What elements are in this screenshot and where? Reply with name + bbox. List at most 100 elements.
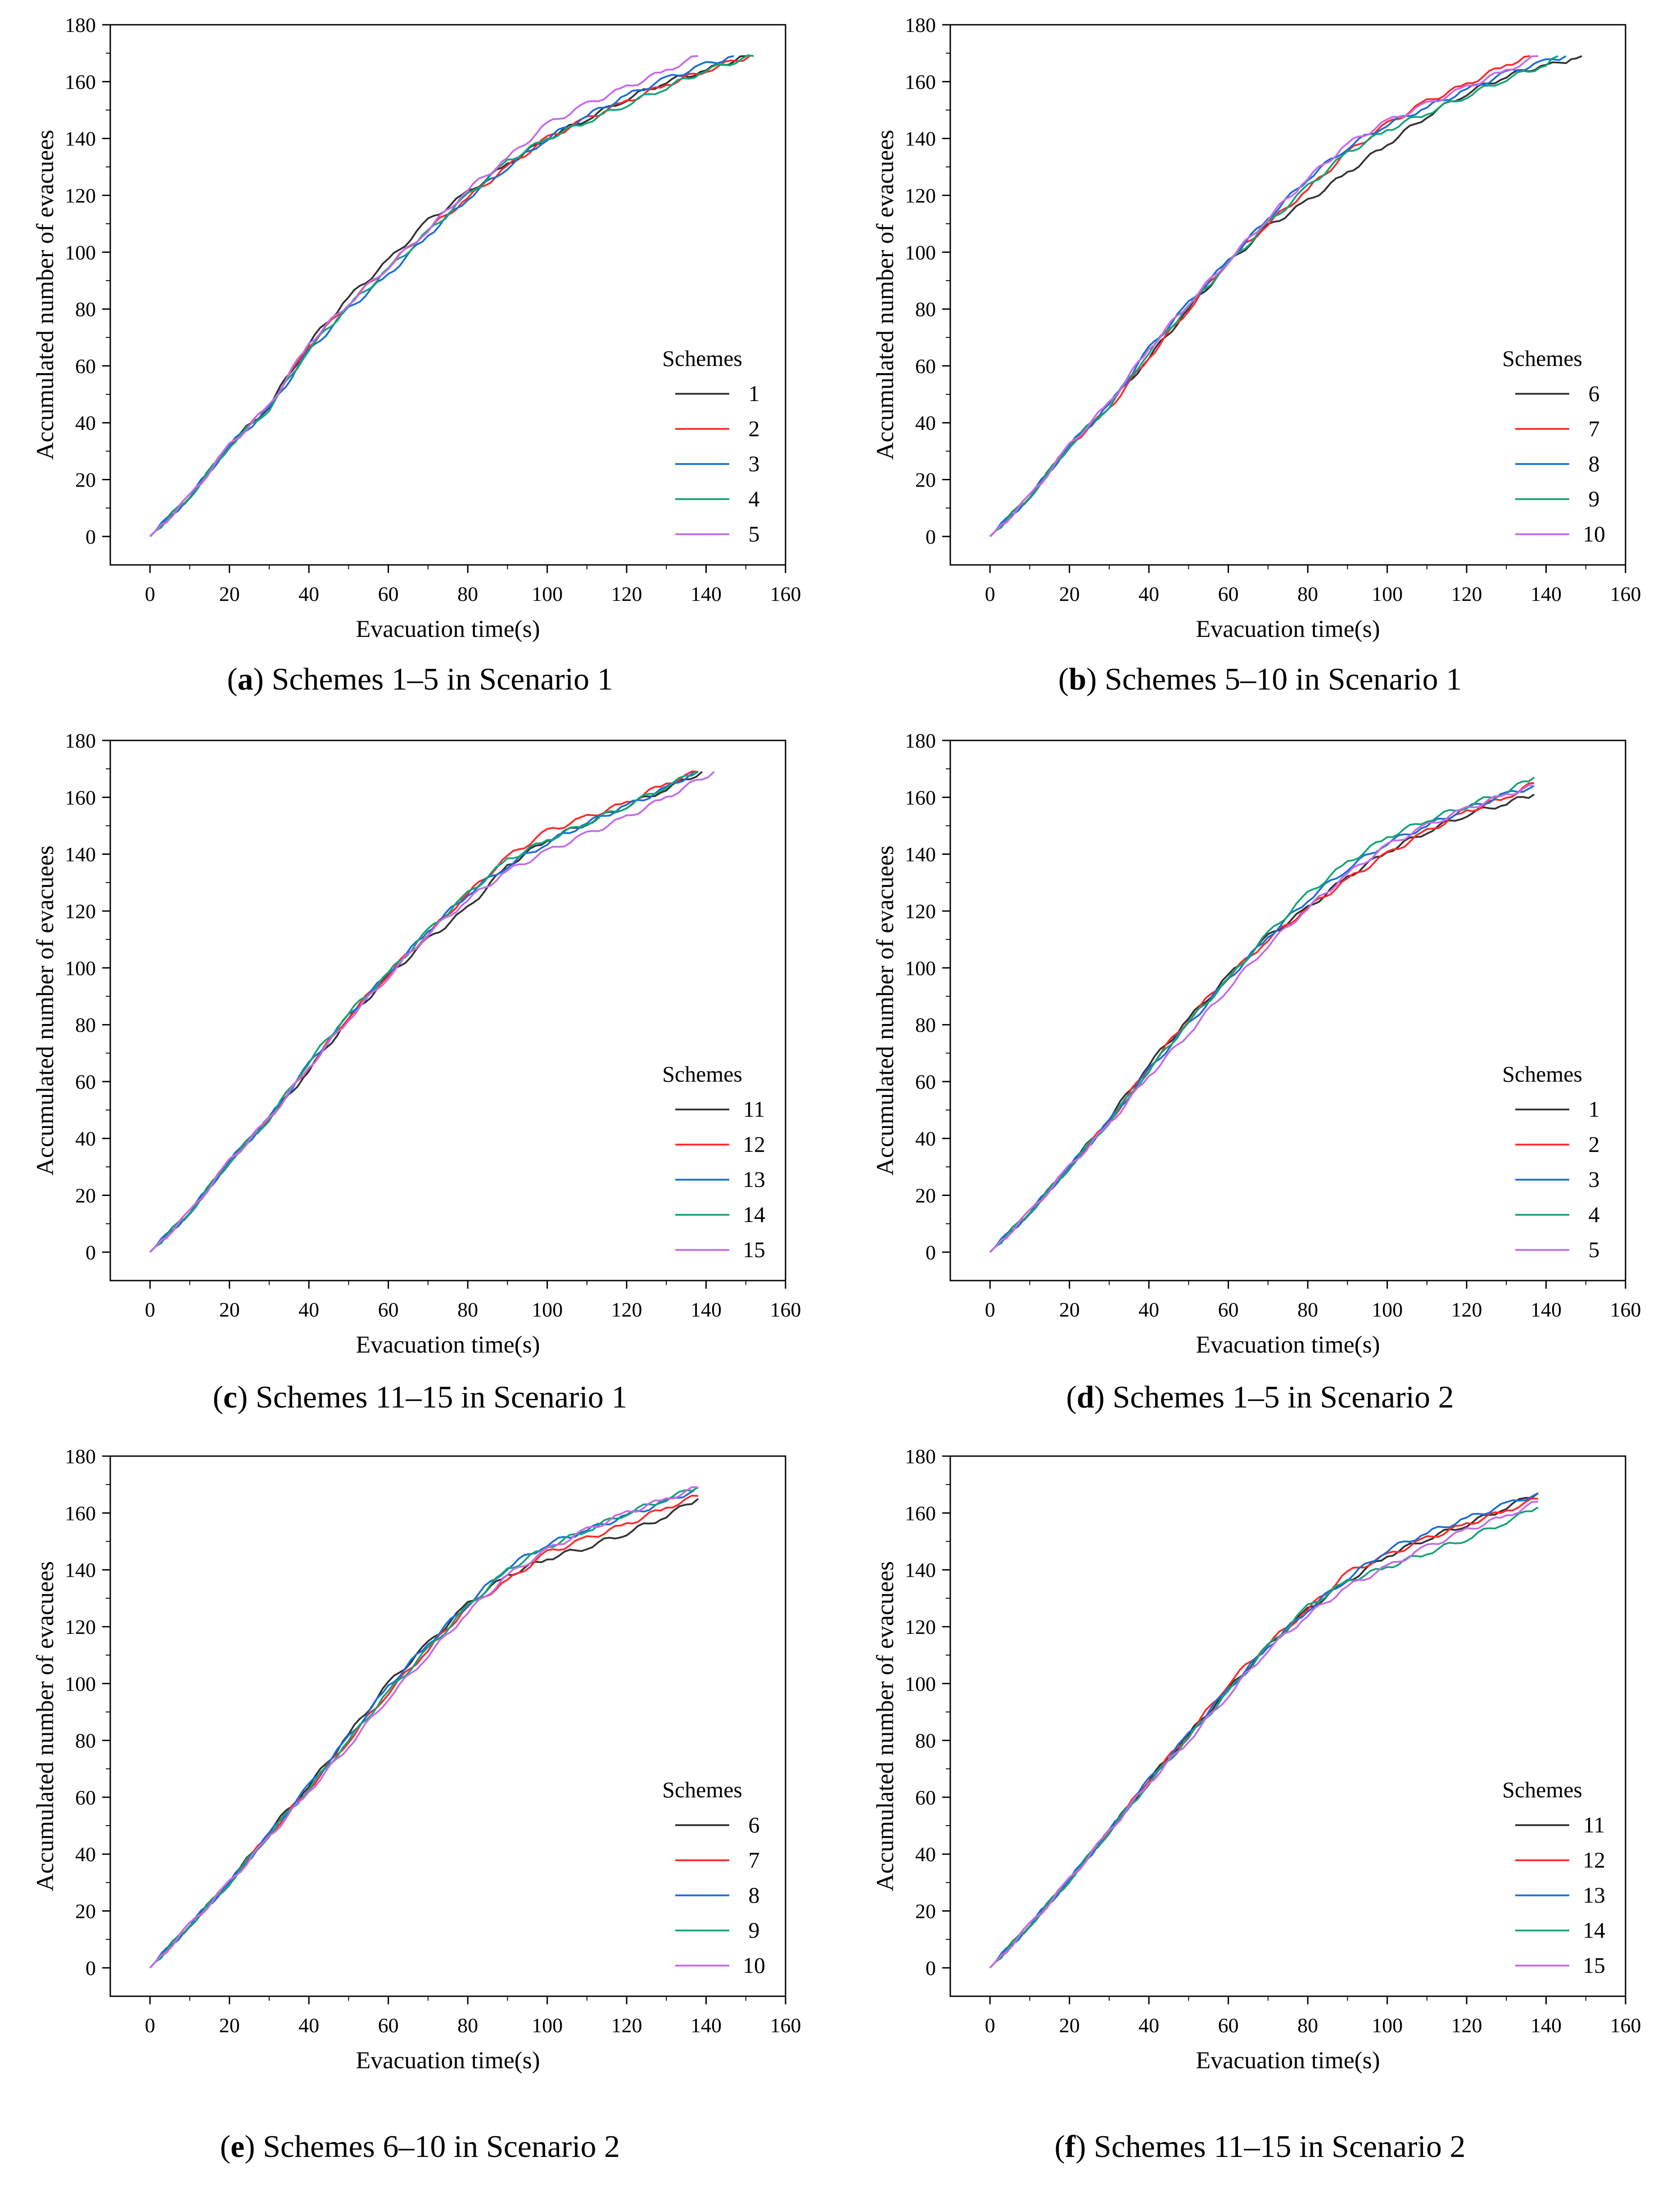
series-line-6 — [989, 55, 1582, 537]
x-tick-label: 0 — [145, 582, 155, 605]
y-tick-label: 20 — [75, 1184, 96, 1207]
x-tick-label: 160 — [770, 2014, 801, 2037]
x-tick-label: 60 — [1218, 1298, 1239, 1321]
y-tick-label: 40 — [75, 1843, 96, 1866]
y-tick-label: 20 — [75, 1900, 96, 1923]
y-axis-label: Accumulated number of evacuees — [872, 130, 899, 460]
x-tick-label: 160 — [1610, 582, 1641, 605]
legend-label-14: 14 — [1583, 1917, 1605, 1943]
series-line-10 — [989, 55, 1538, 537]
x-tick-label: 80 — [1297, 582, 1318, 605]
series-line-14 — [149, 771, 699, 1253]
series-line-3 — [989, 785, 1535, 1253]
legend-label-2: 2 — [1589, 1132, 1600, 1157]
x-tick-label: 120 — [611, 2014, 642, 2037]
caption-c: (c) Schemes 11–15 in Scenario 1 — [212, 1380, 628, 1415]
y-tick-label: 40 — [75, 1127, 96, 1150]
y-tick-label: 20 — [915, 1184, 936, 1207]
x-tick-label: 100 — [532, 582, 563, 605]
plot-frame — [109, 1455, 786, 1997]
x-tick-label: 100 — [1372, 2014, 1403, 2037]
y-tick-label: 100 — [905, 956, 936, 979]
y-tick-label: 160 — [905, 786, 936, 809]
series-line-5 — [989, 784, 1535, 1253]
series-line-11 — [149, 771, 703, 1253]
x-tick-label: 0 — [145, 2014, 155, 2037]
x-tick-label: 20 — [1059, 2014, 1080, 2037]
x-tick-label: 120 — [611, 582, 642, 605]
legend-label-11: 11 — [743, 1096, 765, 1122]
chart-svg: 0 20 40 60 80 100 120 140 160 0 20 40 60 80 100 120 140 1… — [872, 14, 1641, 642]
legend-label-14: 14 — [743, 1202, 765, 1227]
series-line-15 — [989, 1501, 1538, 1969]
y-tick-label: 140 — [65, 1559, 96, 1582]
series-line-4 — [989, 776, 1535, 1253]
y-tick-label: 0 — [86, 1241, 96, 1264]
y-tick-label: 120 — [65, 184, 96, 207]
legend-label-12: 12 — [1583, 1847, 1605, 1872]
y-tick-label: 180 — [65, 1445, 96, 1468]
x-axis-label: Evacuation time(s) — [356, 2047, 540, 2074]
x-tick-label: 40 — [298, 582, 319, 605]
y-tick-label: 40 — [915, 411, 936, 434]
y-tick-label: 0 — [86, 525, 96, 548]
y-tick-label: 100 — [905, 241, 936, 264]
x-axis-label: Evacuation time(s) — [1196, 1331, 1380, 1358]
plot-frame — [109, 24, 786, 566]
x-tick-label: 160 — [1610, 2014, 1641, 2037]
y-axis-label: Accumulated number of evacuees — [32, 1561, 59, 1891]
x-tick-label: 60 — [1218, 582, 1239, 605]
caption-f: (f) Schemes 11–15 in Scenario 2 — [1054, 2129, 1466, 2164]
legend-label-13: 13 — [743, 1167, 765, 1192]
series-line-10 — [149, 1486, 698, 1969]
x-tick-label: 100 — [532, 2014, 563, 2037]
x-tick-label: 40 — [1138, 582, 1159, 605]
y-tick-label: 40 — [915, 1843, 936, 1866]
series-line-8 — [989, 55, 1567, 537]
y-tick-label: 140 — [905, 1559, 936, 1582]
legend-label-3: 3 — [749, 451, 760, 476]
series-line-2 — [989, 782, 1535, 1253]
y-tick-label: 100 — [65, 956, 96, 979]
y-tick-label: 20 — [915, 1900, 936, 1923]
chart-svg: 0 20 40 60 80 100 120 140 160 0 20 40 60 80 100 120 140 1… — [32, 14, 801, 642]
series-line-8 — [149, 1489, 695, 1969]
series-line-13 — [989, 1492, 1539, 1969]
chart-svg: 0 20 40 60 80 100 120 140 160 0 20 40 60 80 100 120 140 1… — [872, 729, 1641, 1358]
legend-title: Schemes — [662, 1061, 742, 1087]
legend-label-3: 3 — [1589, 1167, 1600, 1192]
series-line-1 — [149, 55, 746, 537]
y-tick-label: 60 — [75, 1786, 96, 1809]
series-line-13 — [149, 771, 695, 1253]
series-line-7 — [149, 1494, 698, 1969]
caption-b: (b) Schemes 5–10 in Scenario 1 — [1058, 662, 1462, 697]
y-tick-label: 40 — [75, 411, 96, 434]
x-tick-label: 100 — [532, 1298, 563, 1321]
series-line-3 — [149, 55, 734, 537]
legend-label-4: 4 — [1589, 1202, 1600, 1227]
x-tick-label: 140 — [1531, 2014, 1562, 2037]
y-tick-label: 180 — [65, 729, 96, 752]
y-tick-label: 20 — [75, 469, 96, 492]
legend-label-5: 5 — [1589, 1237, 1600, 1262]
plot-frame — [949, 1455, 1626, 1997]
y-tick-label: 100 — [65, 241, 96, 264]
series-line-11 — [989, 1492, 1539, 1969]
y-tick-label: 60 — [915, 355, 936, 378]
y-tick-label: 100 — [905, 1672, 936, 1695]
y-tick-label: 0 — [926, 525, 936, 548]
x-tick-label: 60 — [1218, 2014, 1239, 2037]
plot-frame — [949, 24, 1626, 566]
series-line-2 — [149, 55, 750, 537]
y-tick-label: 40 — [915, 1127, 936, 1150]
y-axis-label: Accumulated number of evacuees — [32, 845, 59, 1175]
x-tick-label: 20 — [1059, 582, 1080, 605]
x-tick-label: 140 — [691, 1298, 722, 1321]
x-tick-label: 140 — [1531, 1298, 1562, 1321]
caption-e: (e) Schemes 6–10 in Scenario 2 — [220, 2129, 620, 2164]
y-tick-label: 80 — [915, 298, 936, 321]
legend-label-1: 1 — [749, 381, 760, 406]
x-axis-label: Evacuation time(s) — [1196, 2047, 1380, 2074]
legend-label-4: 4 — [749, 486, 760, 511]
x-tick-label: 80 — [457, 582, 478, 605]
